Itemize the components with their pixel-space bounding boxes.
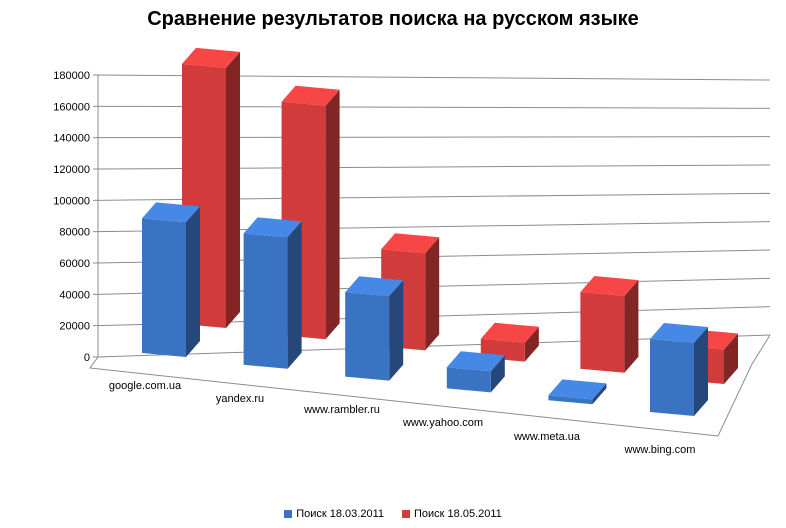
bar-series-1-3-side (490, 355, 505, 393)
y-tick-label: 120000 (53, 164, 90, 176)
bar-series-1-3-top (446, 351, 505, 372)
floor-outline (89, 334, 771, 437)
y-tick-label: 60000 (59, 258, 90, 270)
bar-series-1-0-side (186, 206, 200, 357)
bar-series-2-0-top (182, 47, 240, 68)
bar-series-1-1-side (287, 221, 302, 369)
bar-series-2-5-side (724, 333, 738, 384)
bar-series-2-3-side (524, 326, 539, 362)
bar-series-1-1-top (243, 217, 302, 238)
bar-series-1-2-top (345, 276, 404, 297)
bar-series-1-1 (243, 233, 288, 369)
bar-series-1-2-side (389, 280, 404, 381)
bar-series-1-5 (650, 339, 694, 416)
bar-series-1-3 (446, 367, 491, 393)
y-tick-label: 100000 (53, 195, 90, 207)
bar-series-2-4-side (624, 280, 639, 373)
legend-swatch-series-2 (402, 510, 410, 518)
bar-series-2-4 (580, 292, 625, 373)
chart-title: Сравнение результатов поиска на русском … (147, 8, 639, 30)
bar-series-2-2-top (381, 233, 440, 254)
bar-series-2-2-side (425, 237, 440, 351)
legend-item-series-1: Поиск 18.03.2011 (284, 508, 384, 520)
bar-series-2-1-top (281, 85, 340, 106)
x-tick-label: yandex.ru (216, 393, 264, 405)
bar-series-1-2 (345, 292, 390, 381)
y-tick-label: 20000 (59, 321, 90, 333)
x-tick-label: www.meta.ua (513, 431, 581, 443)
bar-series-1-5-top (650, 323, 708, 343)
bar-series-1-4-top (548, 379, 607, 400)
bar-series-1-0 (142, 218, 186, 357)
y-tick-label: 80000 (59, 227, 90, 239)
x-tick-label: google.com.ua (109, 380, 182, 392)
bar-series-2-3-top (480, 322, 539, 343)
bar-series-2-4-top (580, 276, 639, 297)
y-tick-label: 40000 (59, 289, 90, 301)
legend-item-series-2: Поиск 18.05.2011 (402, 508, 502, 520)
bar-series-2-1-side (325, 89, 340, 340)
bar-series-1-4-side (592, 383, 607, 405)
bar-series-1-4 (548, 395, 593, 405)
bar-series-2-0-side (226, 51, 240, 328)
legend-label-series-2: Поиск 18.05.2011 (414, 508, 502, 520)
legend-label-series-1: Поиск 18.03.2011 (296, 508, 384, 520)
x-tick-label: www.rambler.ru (303, 404, 380, 416)
y-tick-label: 0 (84, 352, 90, 364)
x-tick-label: www.bing.com (624, 444, 696, 456)
legend-swatch-series-1 (284, 510, 293, 518)
bar-series-1-5-side (694, 327, 708, 416)
legend: Поиск 18.03.2011 Поиск 18.05.2011 (0, 508, 786, 520)
bar-series-1-0-top (142, 202, 200, 223)
y-tick-label: 160000 (53, 101, 90, 113)
x-tick-label: www.yahoo.com (402, 417, 483, 429)
y-tick-label: 180000 (53, 70, 90, 82)
y-tick-label: 140000 (53, 133, 90, 145)
